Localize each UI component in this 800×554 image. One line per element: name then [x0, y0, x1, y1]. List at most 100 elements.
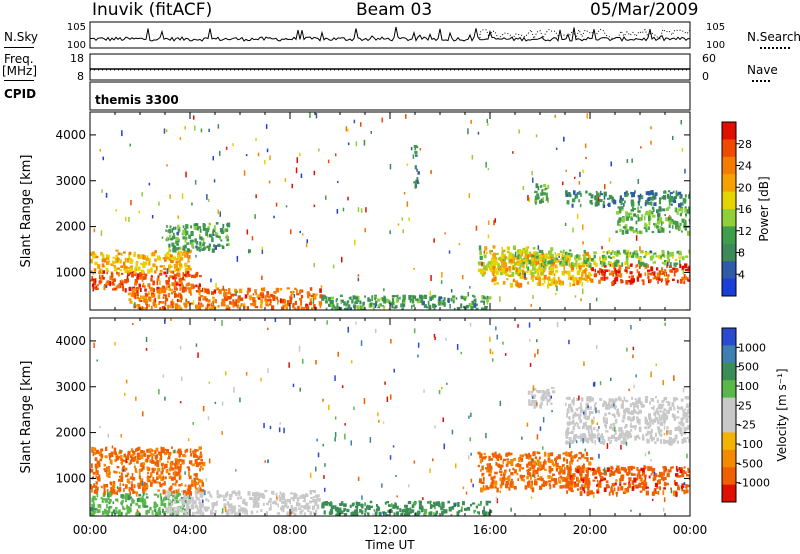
power-cell: [538, 264, 541, 267]
power-cell: [133, 293, 136, 296]
power-cell: [226, 304, 230, 308]
velocity-cell: [534, 456, 538, 460]
velocity-speckle: [245, 372, 248, 376]
power-cell: [128, 298, 132, 301]
velocity-cell: [685, 484, 688, 489]
power-cell: [383, 296, 386, 301]
power-cell: [157, 275, 160, 279]
power-cell: [300, 289, 304, 293]
velocity-cell: [677, 486, 680, 491]
power-cell: [124, 265, 128, 271]
power-speckle: [584, 143, 587, 149]
power-cell: [168, 283, 171, 286]
power-cell: [543, 188, 547, 191]
power-cell: [187, 260, 190, 263]
velocity-cell: [186, 503, 188, 507]
velocity-cell: [590, 468, 593, 472]
power-cell: [512, 278, 515, 283]
power-cell: [189, 267, 192, 271]
power-cell: [439, 296, 443, 300]
velocity-cell: [163, 480, 166, 486]
velocity-cell: [328, 511, 331, 515]
velocity-cell: [194, 459, 198, 464]
power-cell: [656, 272, 660, 278]
power-cell: [252, 302, 257, 307]
power-cell: [575, 264, 578, 270]
velocity-cell: [140, 462, 144, 467]
power-cell: [639, 216, 642, 222]
velocity-cell: [227, 508, 231, 511]
velocity-cell: [450, 514, 453, 516]
power-cell: [502, 265, 507, 270]
power-cell: [643, 255, 646, 259]
velocity-cell: [448, 506, 452, 512]
power-cell: [618, 217, 622, 222]
velocity-cell: [524, 453, 527, 456]
velocity-cell: [211, 505, 215, 508]
power-cell: [189, 287, 192, 293]
velocity-cell: [98, 477, 101, 482]
power-cell: [652, 195, 656, 200]
power-speckle: [360, 208, 363, 213]
velocity-cell: [646, 486, 649, 489]
velocity-cell: [209, 493, 212, 497]
velocity-speckle: [451, 429, 454, 435]
velocity-cell: [555, 467, 558, 472]
power-cell: [618, 206, 622, 211]
power-cell: [442, 301, 446, 305]
velocity-speckle: [460, 351, 462, 355]
power-cell: [186, 254, 189, 258]
velocity-cell: [480, 500, 482, 506]
velocity-cell: [225, 492, 227, 498]
velocity-cell: [685, 396, 690, 400]
velocity-cell: [155, 504, 159, 507]
velocity-cell: [120, 472, 123, 476]
velocity-cell: [541, 483, 543, 487]
velocity-cell: [579, 419, 583, 424]
velocity-cell: [122, 459, 126, 462]
velocity-cell: [574, 411, 577, 417]
power-cell: [647, 269, 651, 272]
power-cell: [299, 298, 303, 301]
power-cell: [321, 297, 325, 301]
power-cell: [129, 265, 133, 270]
velocity-cell: [149, 459, 151, 463]
velocity-cell: [529, 474, 532, 480]
power-cell: [232, 299, 235, 304]
velocity-cell: [214, 510, 217, 514]
power-cell: [228, 288, 231, 293]
velocity-speckle: [222, 508, 224, 514]
velocity-cell: [135, 448, 138, 452]
velocity-cell: [165, 468, 169, 474]
velocity-cell: [663, 421, 666, 425]
velocity-cell: [158, 474, 162, 478]
power-cell: [162, 296, 165, 299]
velocity-cell: [514, 469, 517, 474]
velocity-cell: [483, 452, 486, 455]
power-cell: [412, 154, 415, 159]
power-cell: [650, 201, 653, 206]
velocity-cell: [526, 475, 529, 480]
velocity-cell: [681, 438, 685, 443]
velocity-cell: [508, 468, 511, 472]
power-cell: [588, 272, 591, 278]
power-cell: [302, 307, 306, 310]
power-speckle: [300, 173, 303, 178]
velocity-speckle: [532, 474, 534, 478]
power-cell: [656, 267, 659, 271]
velocity-speckle: [413, 328, 416, 334]
velocity-cell: [636, 473, 639, 479]
power-cell: [668, 196, 672, 199]
power-speckle: [469, 286, 471, 289]
velocity-cell: [620, 427, 623, 431]
velocity-cell: [607, 436, 610, 442]
velocity-cell: [502, 460, 504, 465]
velocity-cell: [518, 467, 521, 472]
power-speckle: [440, 280, 443, 284]
velocity-speckle: [592, 382, 595, 387]
velocity-cell: [299, 495, 302, 499]
power-speckle: [650, 126, 652, 130]
velocity-cell: [271, 501, 275, 505]
velocity-cell: [460, 506, 463, 510]
velocity-cell: [635, 416, 639, 419]
